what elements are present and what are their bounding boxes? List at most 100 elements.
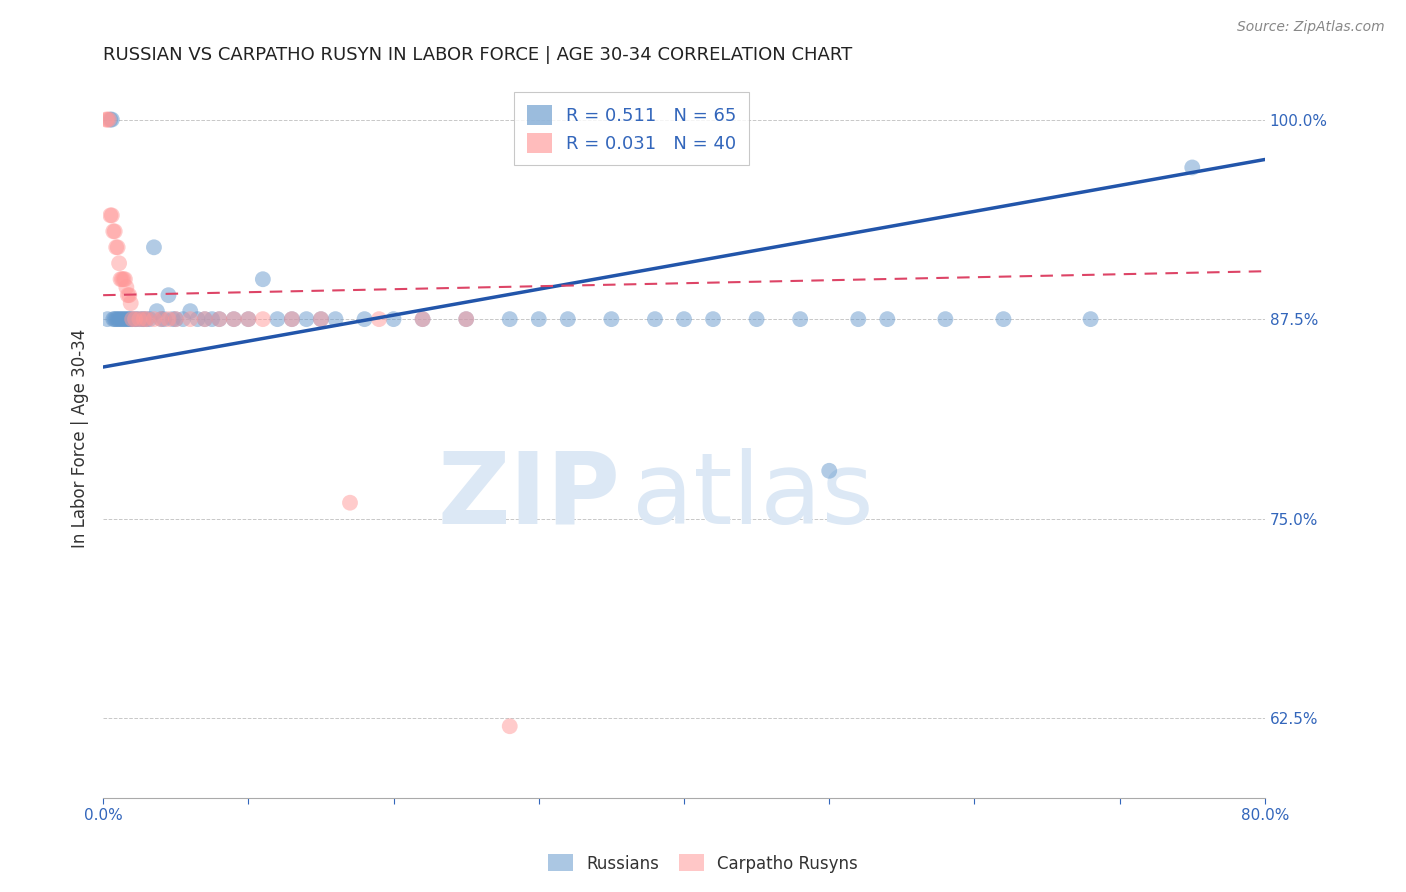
Point <box>104 312 127 326</box>
Point <box>179 304 201 318</box>
Point <box>1181 161 1204 175</box>
Point <box>96 312 118 326</box>
Point <box>876 312 898 326</box>
Point <box>186 312 208 326</box>
Point <box>325 312 347 326</box>
Point <box>121 312 143 326</box>
Point <box>172 312 194 326</box>
Point <box>846 312 869 326</box>
Point <box>114 312 136 326</box>
Point <box>165 312 187 326</box>
Point <box>993 312 1015 326</box>
Text: atlas: atlas <box>631 448 873 545</box>
Point <box>117 312 139 326</box>
Point <box>100 208 122 222</box>
Point <box>201 312 224 326</box>
Point <box>128 312 150 326</box>
Point <box>96 112 118 127</box>
Point <box>499 719 522 733</box>
Point <box>309 312 332 326</box>
Point <box>108 256 131 270</box>
Point <box>238 312 260 326</box>
Point <box>150 312 173 326</box>
Point <box>165 312 187 326</box>
Point <box>208 312 231 326</box>
Point <box>1080 312 1102 326</box>
Point <box>499 312 522 326</box>
Point <box>132 312 155 326</box>
Point <box>135 312 157 326</box>
Point <box>120 296 142 310</box>
Point <box>238 312 260 326</box>
Point <box>194 312 217 326</box>
Point <box>146 304 169 318</box>
Point <box>702 312 724 326</box>
Point <box>600 312 623 326</box>
Point <box>138 312 160 326</box>
Point <box>120 312 142 326</box>
Point <box>208 312 231 326</box>
Point <box>295 312 318 326</box>
Point <box>94 112 117 127</box>
Point <box>382 312 405 326</box>
Point <box>128 312 150 326</box>
Point <box>281 312 304 326</box>
Point <box>110 312 132 326</box>
Point <box>644 312 666 326</box>
Point <box>124 312 146 326</box>
Point <box>105 240 128 254</box>
Point <box>179 312 201 326</box>
Point <box>124 312 146 326</box>
Point <box>111 312 134 326</box>
Point <box>789 312 811 326</box>
Point <box>252 312 274 326</box>
Point <box>121 312 143 326</box>
Point <box>194 312 217 326</box>
Point <box>115 280 138 294</box>
Point <box>412 312 434 326</box>
Point <box>111 272 134 286</box>
Point <box>103 224 125 238</box>
Y-axis label: In Labor Force | Age 30-34: In Labor Force | Age 30-34 <box>72 329 89 549</box>
Point <box>112 272 135 286</box>
Point <box>112 312 135 326</box>
Text: Source: ZipAtlas.com: Source: ZipAtlas.com <box>1237 20 1385 34</box>
Point <box>818 464 841 478</box>
Point <box>108 312 131 326</box>
Point <box>125 312 148 326</box>
Point <box>117 288 139 302</box>
Point <box>557 312 579 326</box>
Point <box>309 312 332 326</box>
Point <box>105 312 128 326</box>
Point <box>412 312 434 326</box>
Point <box>118 312 141 326</box>
Point <box>157 312 180 326</box>
Point <box>456 312 478 326</box>
Point <box>104 224 127 238</box>
Point <box>107 312 129 326</box>
Point <box>135 312 157 326</box>
Point <box>115 312 138 326</box>
Point <box>153 312 176 326</box>
Point <box>142 240 165 254</box>
Point <box>162 312 184 326</box>
Legend: R = 0.511   N = 65, R = 0.031   N = 40: R = 0.511 N = 65, R = 0.031 N = 40 <box>515 92 749 165</box>
Point <box>157 288 180 302</box>
Point <box>103 312 125 326</box>
Point <box>97 112 120 127</box>
Point <box>456 312 478 326</box>
Text: ZIP: ZIP <box>437 448 620 545</box>
Point <box>100 112 122 127</box>
Point <box>222 312 245 326</box>
Point <box>281 312 304 326</box>
Point <box>672 312 695 326</box>
Point <box>527 312 550 326</box>
Point <box>114 272 136 286</box>
Point <box>222 312 245 326</box>
Point <box>132 312 155 326</box>
Text: RUSSIAN VS CARPATHO RUSYN IN LABOR FORCE | AGE 30-34 CORRELATION CHART: RUSSIAN VS CARPATHO RUSYN IN LABOR FORCE… <box>103 46 852 64</box>
Point <box>353 312 375 326</box>
Point <box>110 272 132 286</box>
Point <box>252 272 274 286</box>
Point <box>150 312 173 326</box>
